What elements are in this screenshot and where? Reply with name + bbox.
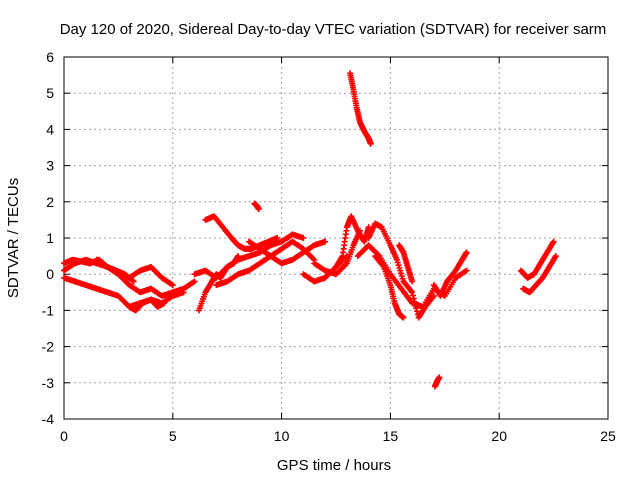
x-tick-label: 0 [60,428,68,444]
data-point [161,300,168,307]
y-tick-label: 5 [46,85,54,101]
series-track-d [93,256,176,289]
series-track-n [333,213,372,270]
y-tick-label: 4 [46,121,54,137]
series-track-i [213,238,318,289]
series-track-o [347,70,374,147]
grid-lines [64,57,608,419]
series-track-e [126,296,168,314]
data-point [367,140,374,147]
data-point [410,295,417,302]
series-track-k [251,200,262,213]
series-track-u [432,374,443,390]
data-point [463,267,470,274]
x-tick-label: 20 [491,428,507,444]
chart-title: Day 120 of 2020, Sidereal Day-to-day VTE… [60,21,607,38]
y-tick-label: 6 [46,49,54,65]
data-point [191,278,198,285]
x-tick-label: 10 [274,428,290,444]
data-point [409,278,416,285]
series-track-t [430,249,470,299]
x-tick-label: 5 [169,428,177,444]
data-point [169,282,176,289]
y-tick-label: 0 [46,266,54,282]
data-point [130,278,137,285]
data-point [430,292,437,299]
y-tick-label: -3 [42,375,55,391]
data-point [409,292,416,299]
data-point [436,374,443,381]
data-point [400,314,407,321]
data-point [300,235,307,241]
data-point [409,289,416,296]
y-tick-label: -4 [42,411,55,427]
series-track-m [311,227,363,278]
data-point [413,305,420,312]
y-tick-label: 2 [46,194,54,210]
data-point [255,206,262,213]
series-track-j [245,238,329,267]
series-track-w [520,253,559,296]
x-tick-label: 25 [600,428,616,444]
x-axis-label: GPS time / hours [277,457,391,474]
axis-ticks: 0 5 10 15 20 25 -4 -3 -2 -1 0 1 2 3 4 5 6 [42,49,616,444]
series-track-s [396,242,416,285]
y-tick-label: 3 [46,158,54,174]
data-point [552,253,559,260]
y-tick-label: 1 [46,230,54,246]
series-track-v [517,238,557,281]
data-point [411,298,418,305]
data-point [412,301,419,308]
series-track-r [372,253,407,321]
y-axis-label: SDTVAR / TECUs [5,178,22,298]
series-track-q [365,220,437,321]
data-point [322,238,329,245]
data-point [550,238,557,245]
data-point [180,289,187,296]
data-point [414,308,421,315]
data-point [463,249,470,256]
y-tick-label: -1 [42,302,55,318]
y-tick-label: -2 [42,339,55,355]
x-tick-label: 15 [383,428,399,444]
data-points [61,70,559,390]
